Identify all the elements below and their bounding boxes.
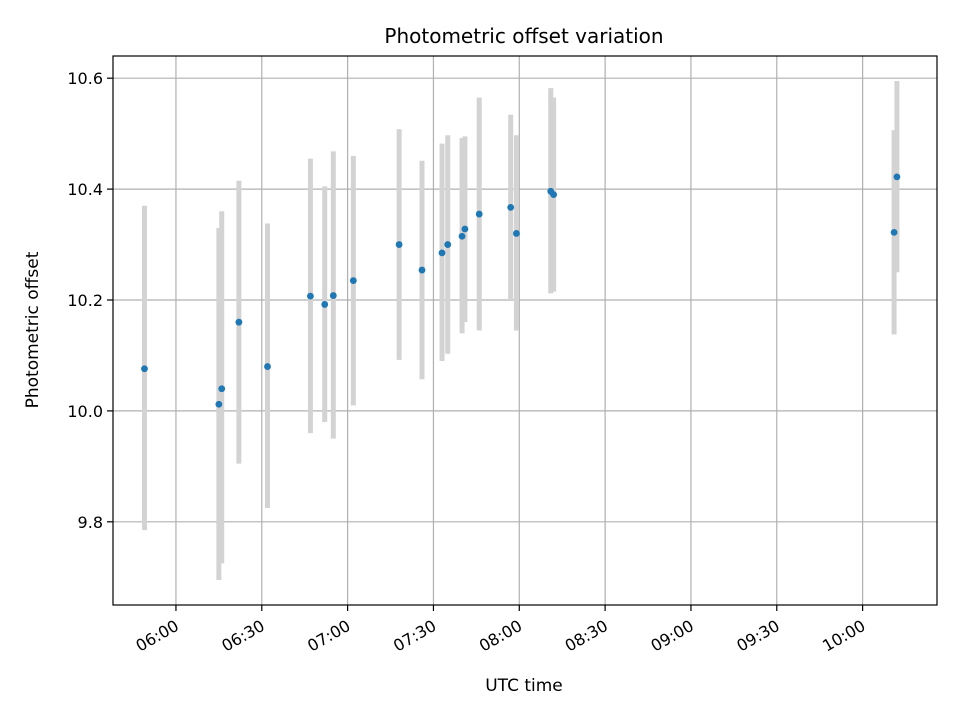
y-tick-label: 10.6	[67, 69, 103, 88]
data-point	[893, 173, 901, 181]
y-axis-ticks: 9.8 10.0 10.2 10.4 10.6	[67, 69, 113, 532]
data-point	[458, 232, 466, 240]
y-axis-label: Photometric offset	[23, 251, 43, 408]
data-point	[307, 292, 314, 300]
data-point	[349, 277, 357, 284]
y-tick-label: 10.2	[67, 291, 103, 310]
data-point	[329, 292, 337, 299]
x-axis-label: UTC time	[485, 676, 563, 696]
chart-title: Photometric offset variation	[384, 24, 663, 48]
data-point	[235, 318, 243, 326]
data-point	[264, 363, 271, 370]
data-point	[461, 225, 469, 233]
data-point	[321, 301, 329, 308]
grid	[113, 56, 937, 605]
data-point	[215, 400, 223, 408]
data-point	[418, 266, 426, 274]
data-point	[395, 241, 403, 248]
plot-area-frame	[112, 55, 938, 606]
y-tick-label: 9.8	[78, 513, 103, 532]
data-point	[550, 191, 558, 199]
y-tick-label: 10.0	[67, 402, 103, 421]
data-point	[438, 249, 446, 257]
data-point	[141, 365, 148, 373]
data-point	[475, 210, 483, 218]
data-point	[507, 203, 515, 211]
data-point	[444, 241, 452, 248]
data-point	[513, 230, 520, 237]
data-point	[890, 228, 898, 236]
y-tick-label: 10.4	[67, 180, 103, 199]
data-points	[141, 173, 901, 408]
data-point	[218, 385, 226, 393]
